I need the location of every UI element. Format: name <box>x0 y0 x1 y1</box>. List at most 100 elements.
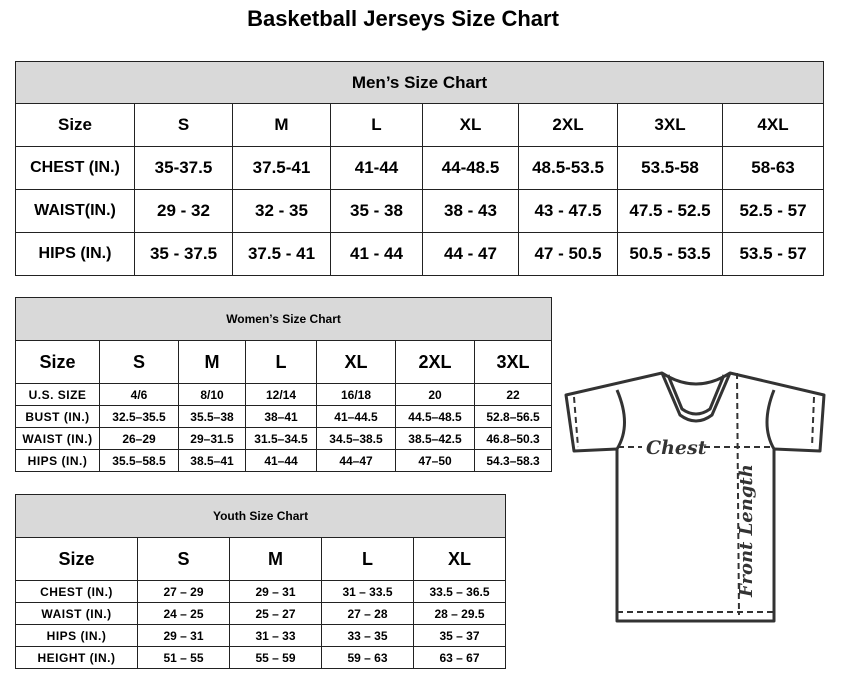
table-cell: 41-44 <box>330 146 423 190</box>
table-cell: 37.5-41 <box>232 146 331 190</box>
column-header: XL <box>422 103 519 147</box>
table-cell: 44.5–48.5 <box>395 405 475 428</box>
table-cell: 54.3–58.3 <box>473 449 553 472</box>
table-row: HEIGHT (IN.) 51 – 55 55 – 59 59 – 63 63 – 67 <box>15 646 507 669</box>
mens-size-table: Men’s Size Chart Size S M L XL 2XL 3XL 4XL CHEST … <box>14 61 825 276</box>
table-cell: 63 – 67 <box>412 646 507 669</box>
table-cell: 48.5-53.5 <box>518 146 618 190</box>
table-row: BUST (IN.) 32.5–35.5 35.5–38 38–41 41–44.5 44… <box>15 405 553 428</box>
table-cell: 31.5–34.5 <box>245 427 317 450</box>
row-label: WAIST(IN.) <box>15 189 135 233</box>
table-row: HIPS (IN.) 35 - 37.5 37.5 - 41 41 - 44 44 - … <box>15 232 825 276</box>
row-label: HIPS (IN.) <box>15 624 138 647</box>
table-cell: 38.5–42.5 <box>395 427 475 450</box>
column-header: M <box>232 103 331 147</box>
table-cell: 43 - 47.5 <box>518 189 618 233</box>
column-header: S <box>99 340 179 384</box>
table-row: HIPS (IN.) 35.5–58.5 38.5–41 41–44 44–47 47–5… <box>15 449 553 472</box>
table-cell: 58-63 <box>721 146 825 190</box>
youth-size-table: Youth Size Chart Size S M L XL CHEST (IN.) 27 –… <box>14 494 507 669</box>
table-cell: 55 – 59 <box>229 646 322 669</box>
table-row: U.S. SIZE 4/6 8/10 12/14 16/18 20 22 <box>15 383 553 406</box>
column-header: 4XL <box>721 103 825 147</box>
column-header: 2XL <box>518 103 618 147</box>
table-cell: 52.8–56.5 <box>473 405 553 428</box>
table-cell: 25 – 27 <box>229 602 322 625</box>
table-cell: 44 - 47 <box>422 232 519 276</box>
table-cell: 20 <box>395 383 475 406</box>
jersey-diagram: Chest Front Length <box>564 371 826 623</box>
column-header: L <box>330 103 423 147</box>
table-cell: 53.5 - 57 <box>721 232 825 276</box>
table-cell: 28 – 29.5 <box>412 602 507 625</box>
table-cell: 38–41 <box>245 405 317 428</box>
table-cell: 37.5 - 41 <box>232 232 331 276</box>
table-cell: 32.5–35.5 <box>99 405 179 428</box>
table-cell: 29 – 31 <box>137 624 230 647</box>
table-cell: 46.8–50.3 <box>473 427 553 450</box>
size-header-row: Size S M L XL 2XL 3XL <box>15 340 553 384</box>
table-cell: 24 – 25 <box>137 602 230 625</box>
table-cell: 35-37.5 <box>134 146 233 190</box>
size-header-row: Size S M L XL 2XL 3XL 4XL <box>15 103 825 147</box>
column-header: Size <box>15 340 100 384</box>
jersey-outline <box>564 371 826 623</box>
column-header: XL <box>412 537 507 581</box>
table-cell: 44–47 <box>316 449 396 472</box>
column-header: Size <box>15 537 138 581</box>
table-cell: 29 – 31 <box>229 580 322 603</box>
row-label: CHEST (IN.) <box>15 146 135 190</box>
size-header-row: Size S M L XL <box>15 537 507 581</box>
table-row: CHEST (IN.) 27 – 29 29 – 31 31 – 33.5 33.5 –… <box>15 580 507 603</box>
table-cell: 35 - 38 <box>330 189 423 233</box>
table-cell: 47.5 - 52.5 <box>617 189 723 233</box>
table-cell: 32 - 35 <box>232 189 331 233</box>
table-row: WAIST (IN.) 26–29 29–31.5 31.5–34.5 34.5–38.… <box>15 427 553 450</box>
table-cell: 33.5 – 36.5 <box>412 580 507 603</box>
row-label: WAIST (IN.) <box>15 602 138 625</box>
table-cell: 35 - 37.5 <box>134 232 233 276</box>
table-heading-row: Youth Size Chart <box>14 494 507 538</box>
table-row: CHEST (IN.) 35-37.5 37.5-41 41-44 44-48.5 48.… <box>15 146 825 190</box>
table-cell: 44-48.5 <box>422 146 519 190</box>
table-cell: 27 – 28 <box>321 602 414 625</box>
table-cell: 50.5 - 53.5 <box>617 232 723 276</box>
column-header: S <box>134 103 233 147</box>
table-row: WAIST(IN.) 29 - 32 32 - 35 35 - 38 38 - 43 43… <box>15 189 825 233</box>
table-cell: 38.5–41 <box>178 449 246 472</box>
table-heading: Men’s Size Chart <box>14 61 825 104</box>
table-heading-row: Men’s Size Chart <box>14 61 825 104</box>
column-header: L <box>245 340 317 384</box>
row-label: U.S. SIZE <box>15 383 100 406</box>
table-cell: 35.5–58.5 <box>99 449 179 472</box>
column-header: 3XL <box>473 340 553 384</box>
table-cell: 33 – 35 <box>321 624 414 647</box>
table-cell: 41–44 <box>245 449 317 472</box>
womens-size-table: Women’s Size Chart Size S M L XL 2XL 3XL U.S. SI… <box>14 297 553 472</box>
front-length-label: Front Length <box>736 464 757 598</box>
table-row: HIPS (IN.) 29 – 31 31 – 33 33 – 35 35 – 37 <box>15 624 507 647</box>
column-header: S <box>137 537 230 581</box>
table-cell: 29 - 32 <box>134 189 233 233</box>
table-row: WAIST (IN.) 24 – 25 25 – 27 27 – 28 28 – 29.… <box>15 602 507 625</box>
column-header: Size <box>15 103 135 147</box>
row-label: HIPS (IN.) <box>15 232 135 276</box>
table-cell: 52.5 - 57 <box>721 189 825 233</box>
table-cell: 38 - 43 <box>422 189 519 233</box>
column-header: M <box>178 340 246 384</box>
table-cell: 51 – 55 <box>137 646 230 669</box>
table-cell: 31 – 33.5 <box>321 580 414 603</box>
table-cell: 29–31.5 <box>178 427 246 450</box>
table-cell: 35.5–38 <box>178 405 246 428</box>
row-label: HIPS (IN.) <box>15 449 100 472</box>
table-cell: 4/6 <box>99 383 179 406</box>
table-cell: 41 - 44 <box>330 232 423 276</box>
table-cell: 16/18 <box>316 383 396 406</box>
table-cell: 35 – 37 <box>412 624 507 647</box>
table-heading-row: Women’s Size Chart <box>14 297 553 341</box>
table-heading: Youth Size Chart <box>14 494 507 538</box>
table-heading: Women’s Size Chart <box>14 297 553 341</box>
table-cell: 31 – 33 <box>229 624 322 647</box>
table-cell: 53.5-58 <box>617 146 723 190</box>
table-cell: 22 <box>473 383 553 406</box>
